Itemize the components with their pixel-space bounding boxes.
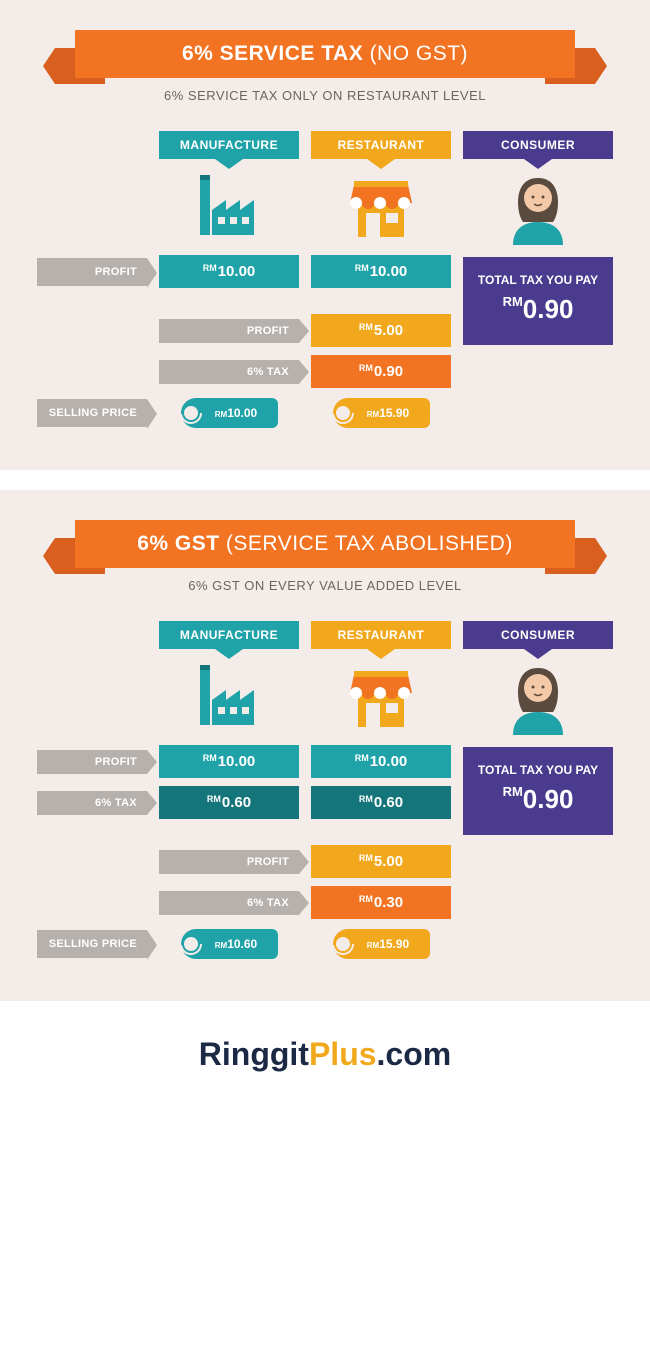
row-profit: PROFIT <box>37 258 147 286</box>
row-selling: SELLING PRICE <box>37 930 147 958</box>
mfg-profit: RM10.00 <box>159 745 299 778</box>
mfg-tax: RM0.60 <box>159 786 299 819</box>
panel-gst: 6% GST (SERVICE TAX ABOLISHED) 6% GST ON… <box>0 490 650 1001</box>
shop-icon <box>311 657 451 737</box>
row-tax-top: 6% TAX <box>37 791 147 815</box>
consumer-total-label: TOTAL TAX YOU PAY <box>473 273 603 289</box>
row-profit: PROFIT <box>37 750 147 774</box>
consumer-icon <box>463 167 613 247</box>
rest-profit: RM5.00 <box>311 845 451 878</box>
rest-tax: RM0.30 <box>311 886 451 919</box>
row-selling: SELLING PRICE <box>37 399 147 427</box>
footer-logo: RinggitPlus.com <box>0 1036 650 1073</box>
ribbon-title-sub: (NO GST) <box>370 42 469 65</box>
row-tax: 6% TAX <box>159 360 299 384</box>
ribbon-title: 6% GST (SERVICE TAX ABOLISHED) <box>75 520 575 568</box>
mfg-selling: RM10.00 <box>159 396 299 430</box>
data-grid: MANUFACTURE RESTAURANT CONSUMER PROFIT R… <box>30 621 620 961</box>
panel-separator <box>0 470 650 490</box>
consumer-total: TOTAL TAX YOU PAY RM0.90 <box>463 747 613 836</box>
row-tax: 6% TAX <box>159 891 299 915</box>
col-consumer: CONSUMER <box>463 621 613 649</box>
factory-icon <box>159 657 299 737</box>
rest-tax: RM0.90 <box>311 355 451 388</box>
mfg-profit: RM10.00 <box>159 255 299 288</box>
col-consumer: CONSUMER <box>463 131 613 159</box>
rest-profit: RM5.00 <box>311 314 451 347</box>
panel-subtitle: 6% GST ON EVERY VALUE ADDED LEVEL <box>30 578 620 593</box>
factory-icon <box>159 167 299 247</box>
rest-profit-top: RM10.00 <box>311 255 451 288</box>
rest-profit-top: RM10.00 <box>311 745 451 778</box>
consumer-total-label: TOTAL TAX YOU PAY <box>473 763 603 779</box>
rest-tax-top: RM0.60 <box>311 786 451 819</box>
data-grid: MANUFACTURE RESTAURANT CONSUMER PROFIT R… <box>30 131 620 430</box>
panel-service-tax: 6% SERVICE TAX (NO GST) 6% SERVICE TAX O… <box>0 0 650 470</box>
ribbon-title-main: 6% SERVICE TAX <box>182 42 363 65</box>
ribbon: 6% SERVICE TAX (NO GST) <box>75 30 575 78</box>
col-manufacture: MANUFACTURE <box>159 621 299 649</box>
ribbon-title-sub: (SERVICE TAX ABOLISHED) <box>226 532 513 555</box>
consumer-total-amount: RM0.90 <box>473 294 603 325</box>
shop-icon <box>311 167 451 247</box>
col-restaurant: RESTAURANT <box>311 621 451 649</box>
consumer-total: TOTAL TAX YOU PAY RM0.90 <box>463 257 613 346</box>
consumer-icon <box>463 657 613 737</box>
col-restaurant: RESTAURANT <box>311 131 451 159</box>
rest-selling: RM15.90 <box>311 396 451 430</box>
ribbon-title-main: 6% GST <box>137 532 219 555</box>
ribbon: 6% GST (SERVICE TAX ABOLISHED) <box>75 520 575 568</box>
col-manufacture: MANUFACTURE <box>159 131 299 159</box>
footer: RinggitPlus.com <box>0 1001 650 1103</box>
consumer-total-amount: RM0.90 <box>473 784 603 815</box>
ribbon-title: 6% SERVICE TAX (NO GST) <box>75 30 575 78</box>
rest-selling: RM15.90 <box>311 927 451 961</box>
mfg-selling: RM10.60 <box>159 927 299 961</box>
row-profit2: PROFIT <box>159 850 299 874</box>
row-profit2: PROFIT <box>159 319 299 343</box>
panel-subtitle: 6% SERVICE TAX ONLY ON RESTAURANT LEVEL <box>30 88 620 103</box>
